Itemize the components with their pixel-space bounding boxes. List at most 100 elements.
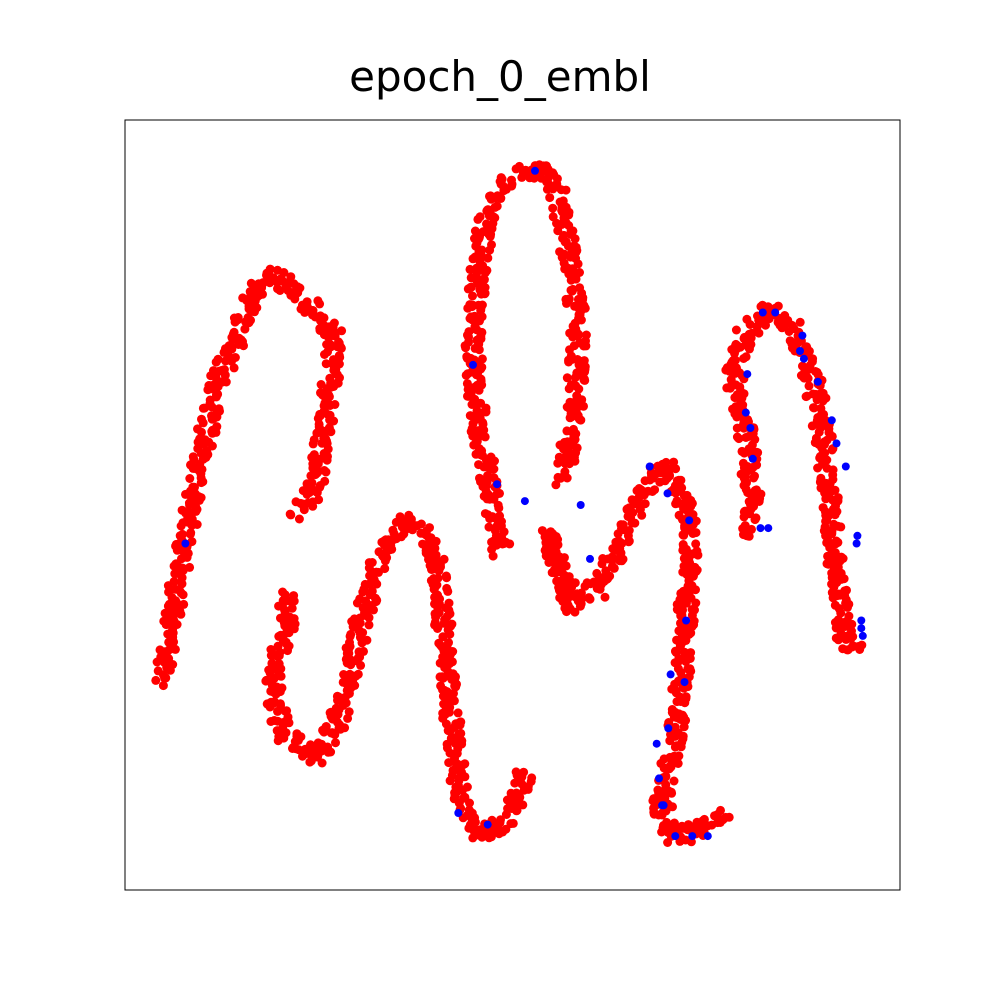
red-point [442, 573, 452, 583]
blue-point [756, 524, 765, 533]
red-point [443, 586, 453, 596]
red-point [566, 252, 576, 262]
red-point [548, 203, 558, 213]
red-point [476, 304, 486, 314]
red-point [153, 666, 163, 676]
red-point [493, 191, 502, 201]
red-point [787, 343, 797, 353]
red-point [634, 493, 644, 503]
blue-point [666, 670, 675, 679]
red-point [640, 476, 650, 486]
red-point [496, 521, 506, 531]
blue-point [685, 516, 694, 525]
red-point [732, 432, 742, 442]
plot-area-frame [124, 119, 901, 891]
red-point [275, 687, 285, 697]
red-point [831, 633, 841, 643]
red-point [319, 313, 329, 323]
red-point [463, 391, 472, 401]
red-point [699, 823, 709, 833]
red-point [743, 488, 753, 498]
red-point [750, 486, 760, 495]
red-point [576, 588, 586, 598]
red-point [317, 758, 327, 768]
red-point [311, 465, 321, 475]
red-point [567, 412, 577, 422]
red-point [268, 698, 278, 708]
red-point [597, 573, 607, 583]
red-point [416, 519, 426, 529]
blue-point [454, 809, 463, 817]
red-point [362, 635, 372, 645]
red-point [676, 713, 686, 723]
red-point [345, 631, 355, 641]
red-point [450, 792, 460, 802]
red-point [559, 444, 569, 454]
red-point [747, 440, 757, 450]
red-point [290, 737, 300, 746]
red-point [496, 173, 506, 183]
red-point [566, 577, 576, 587]
red-point [479, 275, 489, 285]
blue-point [586, 554, 594, 563]
red-point [465, 411, 475, 421]
red-point [389, 529, 399, 538]
red-point [821, 393, 831, 403]
red-point [671, 488, 680, 498]
red-point [670, 730, 680, 740]
blue-point [652, 739, 661, 748]
red-point [428, 579, 438, 589]
red-point [336, 342, 345, 352]
red-point [553, 226, 563, 236]
red-point [372, 579, 382, 589]
red-point [584, 593, 594, 603]
red-point [595, 582, 605, 592]
red-point [477, 362, 487, 372]
blue-point [798, 331, 807, 340]
red-point [306, 471, 316, 481]
red-point [438, 673, 448, 683]
red-point [506, 819, 516, 829]
red-point [286, 620, 296, 630]
red-point [640, 499, 650, 509]
red-point [752, 460, 762, 470]
red-point [307, 452, 317, 462]
red-point [710, 811, 719, 821]
red-point [286, 272, 296, 282]
red-point [659, 824, 669, 834]
red-point [380, 564, 390, 574]
blue-point [758, 308, 767, 317]
red-point [716, 815, 726, 825]
red-point [562, 373, 572, 383]
red-point [632, 486, 642, 496]
red-point [623, 511, 633, 521]
red-point [440, 657, 449, 666]
red-point [365, 571, 375, 581]
red-point [321, 467, 331, 477]
red-point [814, 427, 824, 437]
red-point [305, 757, 315, 767]
red-point [287, 603, 297, 613]
red-point [445, 650, 455, 660]
red-point [159, 616, 169, 626]
blue-point [469, 360, 477, 369]
red-point [739, 423, 749, 433]
red-point [204, 437, 214, 447]
red-point [472, 325, 482, 335]
blue-point [493, 480, 501, 489]
red-point [674, 475, 684, 485]
blue-point [520, 497, 529, 506]
red-point [332, 370, 342, 380]
red-point [679, 490, 689, 500]
red-point [434, 559, 444, 569]
red-point [574, 330, 584, 340]
red-point [508, 795, 517, 805]
red-point [679, 586, 688, 596]
red-point [192, 520, 202, 529]
red-point [434, 608, 444, 618]
red-point [539, 166, 549, 176]
red-point [273, 651, 282, 661]
red-point [229, 363, 239, 373]
red-point [848, 641, 858, 651]
red-point [195, 434, 205, 444]
